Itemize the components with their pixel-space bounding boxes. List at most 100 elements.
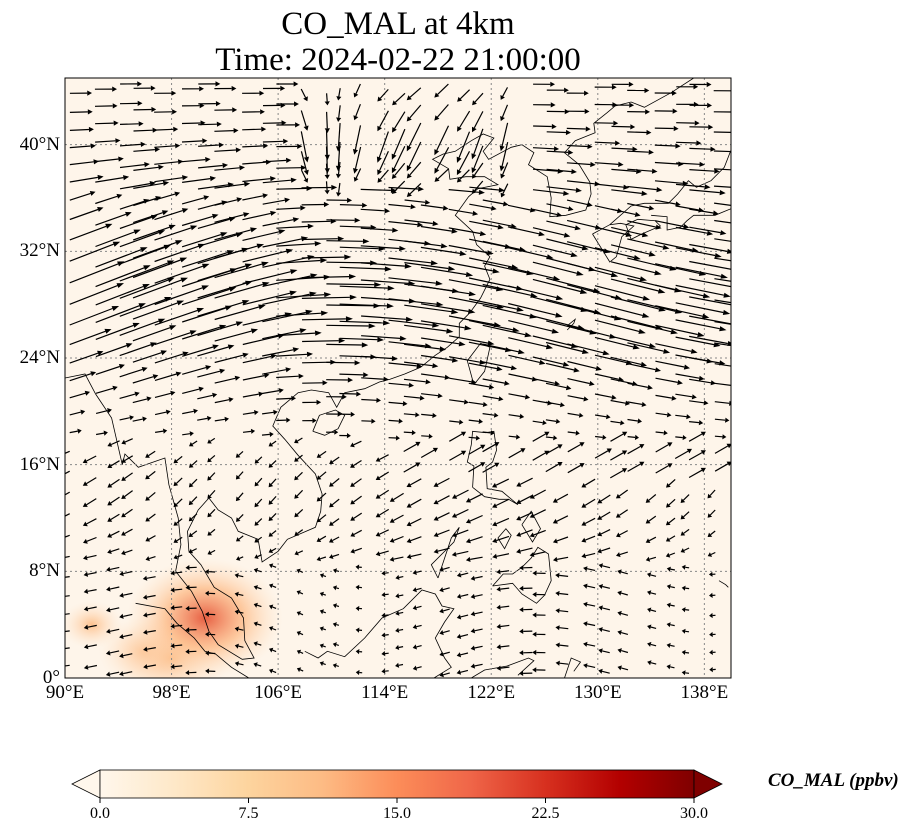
- wind-arrow-379: [627, 444, 645, 455]
- wind-arrow-320: [65, 470, 70, 475]
- wind-arrow-484: [154, 371, 182, 381]
- wind-arrow-260: [145, 513, 156, 522]
- wind-arrow-536: [567, 360, 602, 371]
- wind-arrow-988: [654, 90, 677, 96]
- wind-arrow-91: [617, 630, 629, 636]
- wind-arrow-610: [119, 277, 175, 299]
- wind-arrow-50: [439, 651, 450, 657]
- wind-arrow-754: [448, 227, 487, 237]
- wind-arrow-517: [182, 344, 219, 357]
- wind-arrow-450: [119, 391, 140, 399]
- wind-arrow-16: [395, 662, 404, 668]
- wind-arrow-402: [449, 431, 467, 442]
- wind-arrow-482: [119, 367, 148, 378]
- wind-arrow-329: [254, 477, 263, 487]
- wind-arrow-510: [689, 378, 717, 386]
- wind-arrow-131: [119, 592, 133, 598]
- wind-arrow-130: [106, 586, 120, 592]
- wind-arrow-956: [654, 108, 678, 114]
- wind-arrow-478: [689, 400, 709, 406]
- wind-arrow-60: [647, 641, 657, 647]
- wind-arrow-150: [519, 585, 533, 591]
- wind-arrow-730: [610, 244, 656, 257]
- wind-arrow-914: [434, 125, 450, 156]
- wind-arrow-231: [207, 528, 216, 536]
- wind-arrow-1: [83, 664, 98, 670]
- wind-arrow-778: [276, 205, 306, 211]
- wind-arrow-162: [106, 566, 120, 572]
- wind-arrow-873: [262, 138, 289, 144]
- wind-arrow-2: [105, 671, 120, 677]
- wind-arrow-839: [214, 165, 245, 171]
- wind-arrow-812: [324, 181, 330, 195]
- wind-arrow-474: [610, 399, 630, 406]
- wind-arrow-356: [145, 450, 156, 458]
- wind-arrow-779: [301, 201, 330, 208]
- wind-arrow-207: [375, 550, 389, 557]
- wind-arrow-199: [207, 549, 216, 555]
- wind-arrow-673: [95, 247, 148, 268]
- wind-arrow-825: [594, 183, 630, 190]
- wind-arrow-143: [381, 592, 389, 598]
- wind-arrow-655: [388, 277, 443, 286]
- wind-arrow-294: [188, 496, 198, 506]
- coastline-0: [65, 78, 694, 660]
- wind-arrow-455: [214, 397, 234, 404]
- wind-arrow-870: [198, 142, 224, 148]
- colorbar-tick-label: 15.0: [383, 805, 411, 822]
- wind-arrow-836: [154, 159, 184, 165]
- wind-arrow-98: [106, 607, 120, 613]
- wind-arrow-417: [95, 408, 112, 414]
- wind-arrow-462: [361, 397, 381, 403]
- wind-arrow-263: [207, 508, 216, 518]
- wind-arrow-589: [339, 320, 391, 326]
- wind-arrow-913: [406, 122, 422, 152]
- wind-arrow-214: [516, 547, 533, 554]
- wind-arrow-521: [262, 347, 300, 357]
- wind-arrow-859: [627, 168, 658, 174]
- wind-arrow-862: [689, 168, 720, 174]
- wind-arrow-534: [532, 356, 570, 367]
- wind-arrow-49: [412, 644, 422, 650]
- wind-arrow-32: [65, 647, 70, 650]
- wind-arrow-177: [412, 569, 422, 575]
- wind-arrow-689: [420, 266, 474, 277]
- wind-arrow-293: [173, 498, 183, 508]
- wind-arrow-61: [666, 642, 675, 648]
- wind-arrow-42: [269, 647, 277, 653]
- wind-arrow-63: [709, 649, 716, 655]
- wind-arrow-629: [508, 302, 563, 318]
- wind-arrow-927: [713, 131, 731, 133]
- wind-arrow-221: [665, 552, 676, 558]
- wind-arrow-330: [268, 478, 277, 488]
- wind-arrow-463: [388, 401, 408, 407]
- wind-arrow-278: [516, 511, 533, 521]
- wind-arrow-843: [300, 169, 309, 183]
- wind-arrow-307: [452, 489, 469, 499]
- wind-arrow-961: [94, 86, 117, 92]
- wind-arrow-918: [533, 123, 557, 130]
- wind-arrow-865: [95, 138, 121, 144]
- wind-arrow-576: [69, 306, 120, 326]
- wind-arrow-817: [406, 182, 422, 197]
- wind-arrow-343: [545, 462, 563, 473]
- wind-arrow-45: [332, 642, 339, 648]
- wind-arrow-980: [472, 92, 484, 106]
- wind-arrow-332: [316, 471, 327, 480]
- wind-arrow-856: [566, 161, 596, 168]
- wind-arrow-316: [645, 494, 657, 503]
- wind-arrow-982: [533, 81, 555, 87]
- wind-arrow-696: [567, 262, 619, 278]
- wind-arrow-300: [316, 492, 327, 502]
- wind-arrow-227: [121, 528, 133, 536]
- wind-arrow-954: [611, 102, 635, 108]
- wind-arrow-543: [714, 363, 731, 367]
- wind-arrow-439: [545, 418, 561, 424]
- wind-arrow-173: [333, 568, 340, 574]
- wind-arrow-739: [133, 210, 169, 224]
- wind-arrow-389: [182, 431, 194, 437]
- wind-arrow-648: [242, 269, 298, 285]
- wind-arrow-382: [688, 450, 706, 461]
- wind-arrow-491: [302, 380, 328, 386]
